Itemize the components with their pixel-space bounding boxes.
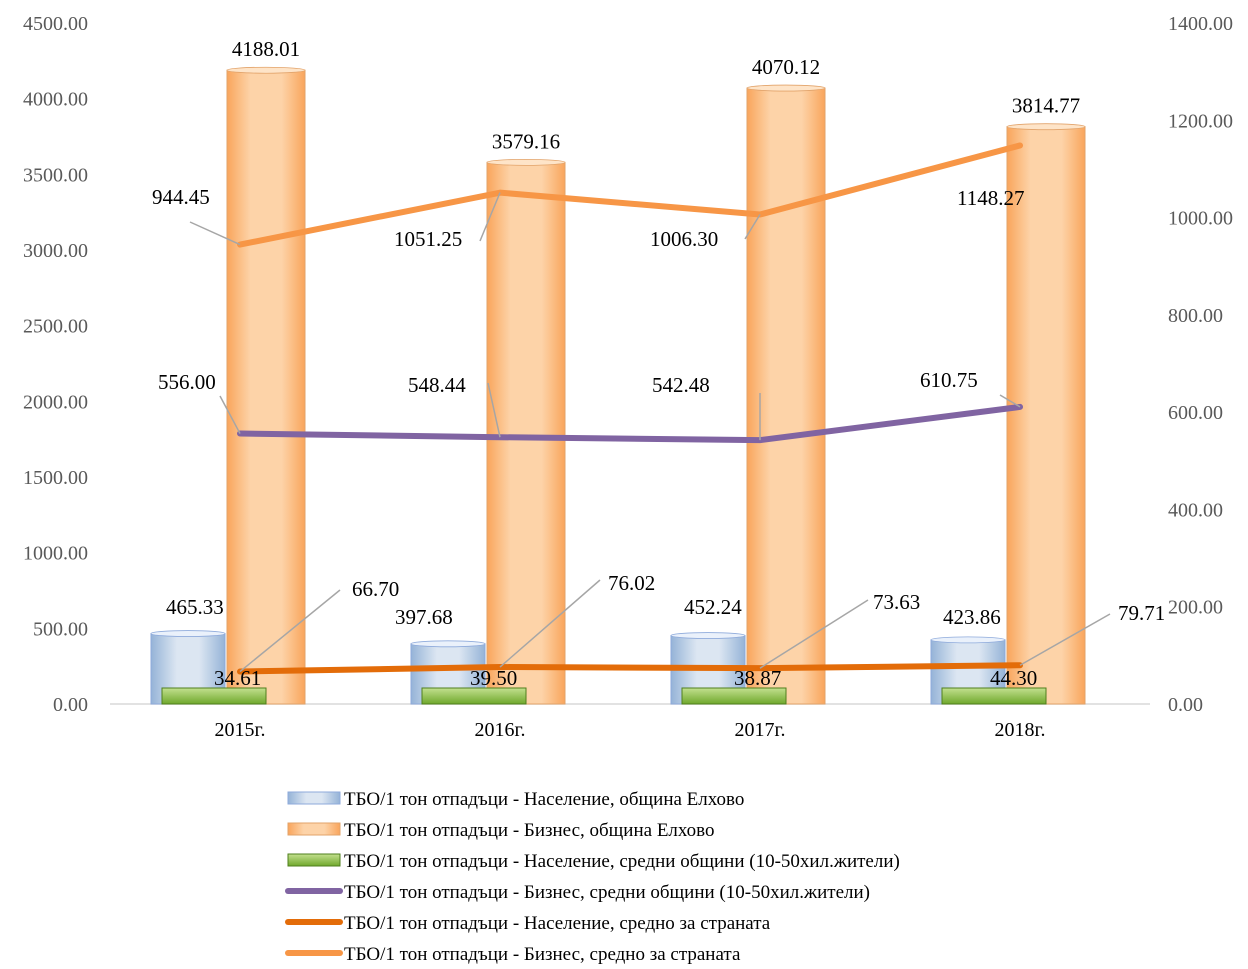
bar-cap <box>1006 123 1086 131</box>
line-data-label: 556.00 <box>158 370 216 394</box>
leader-line <box>487 382 501 438</box>
y-left-tick-label: 0.00 <box>53 694 88 716</box>
bar-data-label: 423.86 <box>943 605 1001 629</box>
leader-line <box>499 579 601 668</box>
y-right-tick-label: 800.00 <box>1168 305 1223 327</box>
bar-cap <box>670 632 746 639</box>
legend-label: ТБО/1 тон отпадъци - Бизнес, средно за с… <box>344 944 741 965</box>
bar-data-label: 39.50 <box>470 666 517 690</box>
legend-label: ТБО/1 тон отпадъци - Население, община Е… <box>344 789 744 810</box>
line-data-label: 1051.25 <box>394 227 462 251</box>
line-series-2 <box>237 662 1023 675</box>
bar-data-label: 34.61 <box>214 666 261 690</box>
line-data-label: 79.71 <box>1118 601 1165 625</box>
legend-label: ТБО/1 тон отпадъци - Бизнес, средни общи… <box>344 882 870 903</box>
legend-label: ТБО/1 тон отпадъци - Население, средни о… <box>344 851 900 872</box>
bar-series-3 <box>681 687 787 705</box>
legend-swatch <box>287 791 341 805</box>
leader-line <box>219 395 241 434</box>
x-tick-label: 2017г. <box>735 719 786 741</box>
bar-series-3 <box>161 687 267 705</box>
line-data-label: 1148.27 <box>957 186 1024 210</box>
line-data-label: 610.75 <box>920 368 978 392</box>
bar-series-3 <box>421 687 527 705</box>
bar-series-2 <box>226 69 306 705</box>
bar-data-label: 38.87 <box>734 666 781 690</box>
y-left-tick-label: 1500.00 <box>23 467 88 489</box>
legend-swatch <box>287 853 341 867</box>
leader-line <box>239 589 341 673</box>
bar-data-label: 4188.01 <box>232 37 300 61</box>
bar-data-label: 3814.77 <box>1012 94 1080 118</box>
bar-series-2 <box>486 161 566 705</box>
bar-cap <box>486 158 566 166</box>
line-series-1 <box>237 403 1023 444</box>
line-data-label: 73.63 <box>873 590 920 614</box>
line-data-label: 1006.30 <box>650 227 718 251</box>
line-series-3 <box>237 142 1023 248</box>
y-left-tick-label: 1000.00 <box>23 543 88 565</box>
leader-line <box>999 394 1021 408</box>
bar-cap <box>150 630 226 637</box>
y-left-tick-label: 3500.00 <box>23 164 88 186</box>
legend-swatch <box>287 822 341 836</box>
bar-cap <box>930 636 1006 644</box>
leader-line <box>189 221 241 246</box>
y-right-tick-label: 600.00 <box>1168 402 1223 424</box>
x-tick-label: 2015г. <box>215 719 266 741</box>
bar-data-label: 44.30 <box>990 666 1037 690</box>
y-left-tick-label: 3000.00 <box>23 240 88 262</box>
x-tick-label: 2018г. <box>995 719 1046 741</box>
bar-series-2 <box>1006 126 1086 705</box>
legend-label: ТБО/1 тон отпадъци - Бизнес, община Елхо… <box>344 820 715 841</box>
line-data-label: 76.02 <box>608 571 655 595</box>
bar-series-3 <box>941 687 1047 705</box>
y-left-tick-label: 2500.00 <box>23 316 88 338</box>
y-right-tick-label: 0.00 <box>1168 694 1203 716</box>
bar-data-label: 4070.12 <box>752 55 820 79</box>
y-left-tick-label: 4500.00 <box>23 13 88 35</box>
line-data-label: 944.45 <box>152 185 210 209</box>
bar-series-2 <box>746 87 826 705</box>
bar-data-label: 452.24 <box>684 595 742 619</box>
y-left-tick-label: 500.00 <box>33 618 88 640</box>
y-left-tick-label: 4000.00 <box>23 89 88 111</box>
y-right-tick-label: 400.00 <box>1168 499 1223 521</box>
leader-line <box>759 599 869 669</box>
y-left-tick-label: 2000.00 <box>23 391 88 413</box>
x-tick-label: 2016г. <box>475 719 526 741</box>
y-right-tick-label: 200.00 <box>1168 597 1223 619</box>
leader-line <box>1019 613 1111 666</box>
bar-cap <box>746 84 826 92</box>
y-right-tick-label: 1200.00 <box>1168 110 1233 132</box>
bar-data-label: 397.68 <box>395 605 453 629</box>
leader-line <box>479 192 501 242</box>
y-right-tick-label: 1400.00 <box>1168 13 1233 35</box>
bar-data-label: 465.33 <box>166 595 224 619</box>
bar-cap <box>410 640 486 648</box>
leader-line <box>744 214 761 240</box>
line-data-label: 542.48 <box>652 373 710 397</box>
y-right-tick-label: 1000.00 <box>1168 208 1233 230</box>
line-data-label: 66.70 <box>352 577 399 601</box>
line-data-label: 548.44 <box>408 373 466 397</box>
legend-label: ТБО/1 тон отпадъци - Население, средно з… <box>344 913 771 934</box>
bar-cap <box>226 66 306 74</box>
bar-data-label: 3579.16 <box>492 129 560 153</box>
